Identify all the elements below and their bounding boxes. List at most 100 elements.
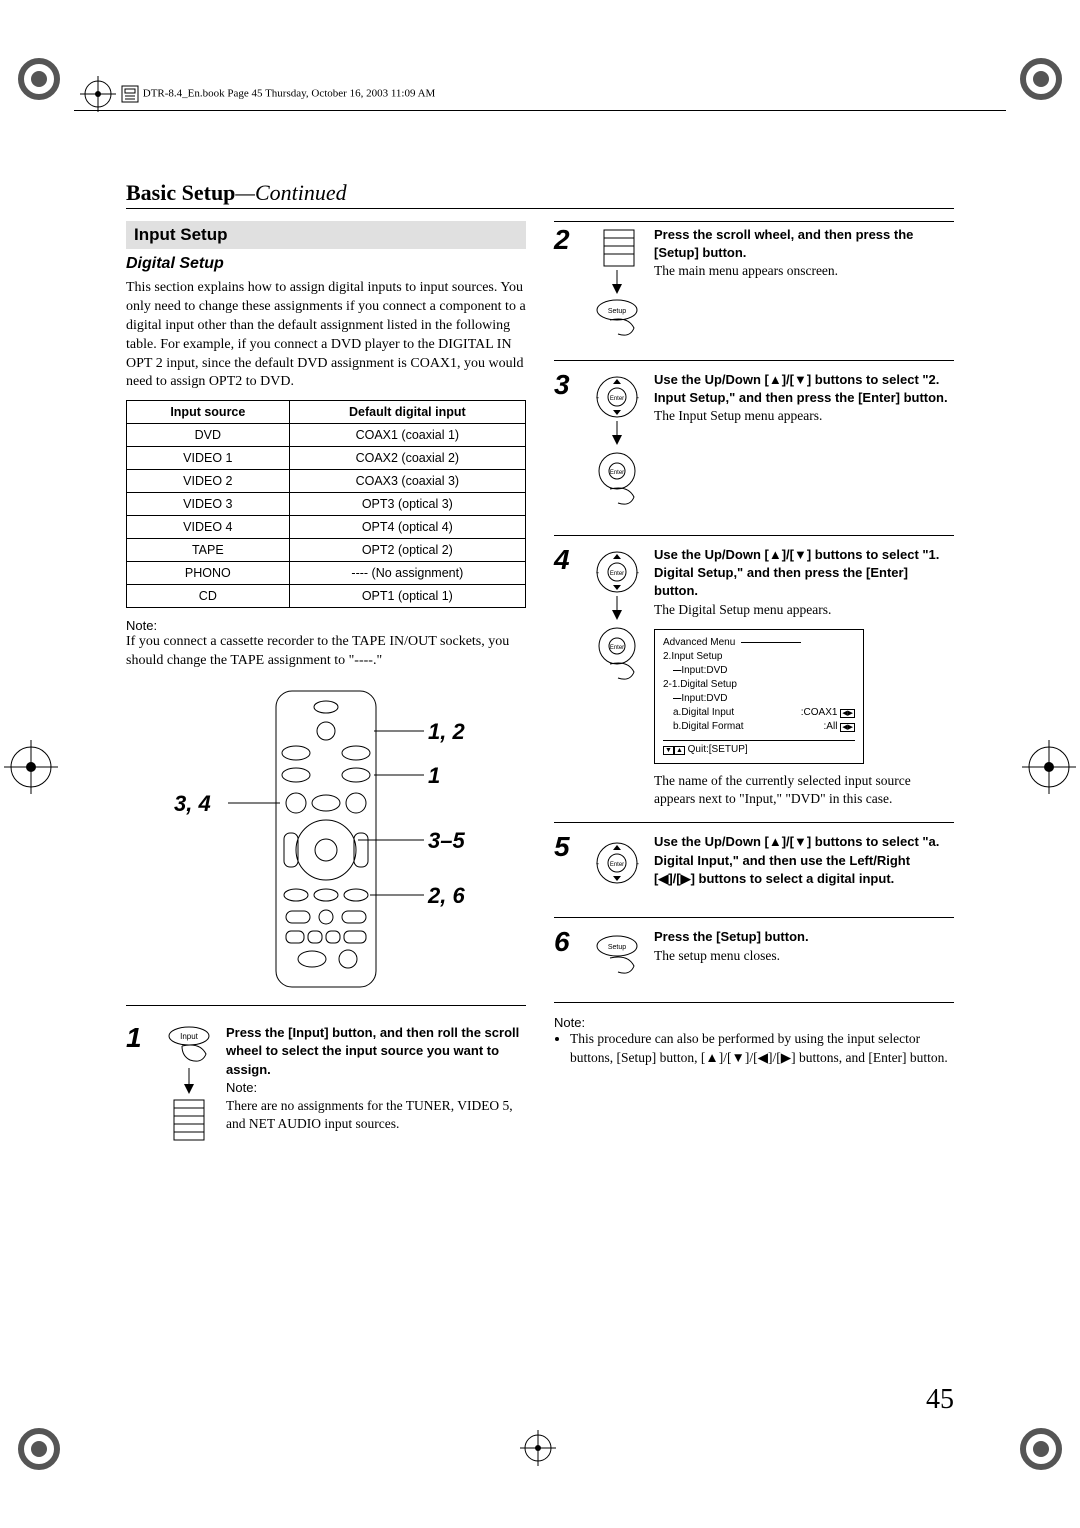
step-4-num: 4 bbox=[554, 546, 580, 808]
step-6-text: Press the [Setup] button. The setup menu… bbox=[654, 928, 954, 988]
page-number: 45 bbox=[926, 1384, 954, 1416]
osm-l3a: a.Digital Input bbox=[673, 706, 734, 720]
step-6-bold: Press the [Setup] button. bbox=[654, 929, 809, 944]
table-row: PHONO---- (No assignment) bbox=[127, 562, 526, 585]
crop-mark-br bbox=[1016, 1424, 1066, 1474]
step-1-icon: Input bbox=[162, 1024, 216, 1144]
note-1: If you connect a cassette recorder to th… bbox=[126, 633, 526, 671]
step-3-text: Use the Up/Down [▲]/[▼] buttons to selec… bbox=[654, 371, 954, 521]
separator bbox=[126, 1005, 526, 1006]
osm-title: Advanced Menu bbox=[663, 637, 735, 648]
table-cell: ---- (No assignment) bbox=[289, 562, 525, 585]
osm-l1: 2.Input Setup bbox=[663, 650, 855, 664]
table-header-default: Default digital input bbox=[289, 401, 525, 424]
table-row: VIDEO 1COAX2 (coaxial 2) bbox=[127, 447, 526, 470]
step-1-num: 1 bbox=[126, 1024, 152, 1144]
crop-mark-tl bbox=[14, 54, 64, 104]
osm-l1b: Input:DVD bbox=[681, 665, 727, 676]
crop-mark-tr bbox=[1016, 54, 1066, 104]
bottom-note-list: This procedure can also be performed by … bbox=[554, 1030, 954, 1066]
remote-diagram: 1, 2 1 3, 4 3–5 2, 6 bbox=[156, 685, 496, 995]
svg-text:-: - bbox=[636, 567, 639, 577]
step-5-icon: Enter - - bbox=[590, 833, 644, 903]
step-4-after: The name of the currently selected input… bbox=[654, 773, 911, 806]
svg-text:-: - bbox=[636, 858, 639, 868]
osm-l2b: Input:DVD bbox=[681, 693, 727, 704]
section-title-suffix: —Continued bbox=[235, 180, 346, 205]
svg-text:-: - bbox=[596, 392, 599, 402]
table-cell: CD bbox=[127, 585, 290, 608]
table-row: TAPEOPT2 (optical 2) bbox=[127, 539, 526, 562]
right-column: 2 Setup Press the scroll bbox=[554, 221, 954, 1158]
osm-l3b: b.Digital Format bbox=[673, 720, 744, 734]
svg-text:Setup: Setup bbox=[608, 944, 626, 951]
digital-setup-heading: Digital Setup bbox=[126, 255, 526, 273]
step-2-text: Press the scroll wheel, and then press t… bbox=[654, 226, 954, 346]
input-setup-heading: Input Setup bbox=[126, 221, 526, 249]
svg-text:Input: Input bbox=[180, 1032, 199, 1041]
step-3-body: The Input Setup menu appears. bbox=[654, 408, 822, 423]
callout-26: 2, 6 bbox=[428, 883, 465, 909]
crop-mark-bl bbox=[14, 1424, 64, 1474]
step-6-icon: Setup bbox=[590, 928, 644, 988]
step-3-bold: Use the Up/Down [▲]/[▼] buttons to selec… bbox=[654, 372, 948, 405]
step-2: 2 Setup Press the scroll bbox=[554, 221, 954, 361]
callout-1: 1 bbox=[428, 763, 440, 789]
reg-target-left bbox=[4, 740, 58, 794]
svg-text:Setup: Setup bbox=[608, 308, 626, 315]
table-cell: TAPE bbox=[127, 539, 290, 562]
onscreen-menu: Advanced Menu 2.Input Setup Input:DVD 2-… bbox=[654, 629, 864, 764]
reg-target-top bbox=[80, 76, 116, 112]
reg-target-right bbox=[1022, 740, 1076, 794]
svg-text:Enter: Enter bbox=[610, 470, 624, 476]
table-row: VIDEO 3OPT3 (optical 3) bbox=[127, 493, 526, 516]
step-6-body: The setup menu closes. bbox=[654, 948, 780, 963]
table-row: CDOPT1 (optical 1) bbox=[127, 585, 526, 608]
print-header-rule bbox=[74, 110, 1006, 111]
table-cell: COAX3 (coaxial 3) bbox=[289, 470, 525, 493]
step-5-text: Use the Up/Down [▲]/[▼] buttons to selec… bbox=[654, 833, 954, 903]
section-title-main: Basic Setup bbox=[126, 180, 235, 205]
step-2-num: 2 bbox=[554, 226, 580, 346]
svg-text:Enter: Enter bbox=[610, 396, 624, 402]
callout-12: 1, 2 bbox=[428, 719, 465, 745]
osm-l2: 2-1.Digital Setup bbox=[663, 678, 855, 692]
reg-target-bottom bbox=[520, 1430, 556, 1466]
table-cell: VIDEO 3 bbox=[127, 493, 290, 516]
table-cell: COAX2 (coaxial 2) bbox=[289, 447, 525, 470]
bottom-note: This procedure can also be performed by … bbox=[570, 1030, 954, 1066]
table-row: DVDCOAX1 (coaxial 1) bbox=[127, 424, 526, 447]
table-cell: OPT3 (optical 3) bbox=[289, 493, 525, 516]
table-cell: VIDEO 1 bbox=[127, 447, 290, 470]
step-6-num: 6 bbox=[554, 928, 580, 988]
step-4: 4 Enter -- Enter bbox=[554, 536, 954, 823]
step-4-body: The Digital Setup menu appears. bbox=[654, 602, 831, 617]
step-6: 6 Setup Press the [Setup] button. The se… bbox=[554, 918, 954, 1003]
table-header-source: Input source bbox=[127, 401, 290, 424]
step-1-body: There are no assignments for the TUNER, … bbox=[226, 1098, 513, 1131]
table-cell: OPT4 (optical 4) bbox=[289, 516, 525, 539]
table-cell: OPT1 (optical 1) bbox=[289, 585, 525, 608]
osm-footer: Quit:[SETUP] bbox=[688, 744, 748, 755]
step-4-text: Use the Up/Down [▲]/[▼] buttons to selec… bbox=[654, 546, 954, 808]
page-content: Basic Setup—Continued Input Setup Digita… bbox=[126, 180, 954, 1380]
svg-text:Enter: Enter bbox=[610, 862, 624, 868]
svg-text:-: - bbox=[596, 567, 599, 577]
print-header: DTR-8.4_En.book Page 45 Thursday, Octobe… bbox=[120, 84, 435, 104]
step-3-num: 3 bbox=[554, 371, 580, 521]
bottom-note-label: Note: bbox=[554, 1015, 954, 1030]
note-label-1: Note: bbox=[126, 618, 526, 633]
table-cell: VIDEO 4 bbox=[127, 516, 290, 539]
step-2-icon: Setup bbox=[590, 226, 644, 346]
step-2-bold: Press the scroll wheel, and then press t… bbox=[654, 227, 913, 260]
step-4-icon: Enter -- Enter bbox=[590, 546, 644, 808]
step-5-num: 5 bbox=[554, 833, 580, 903]
svg-text:-: - bbox=[636, 392, 639, 402]
print-header-text: DTR-8.4_En.book Page 45 Thursday, Octobe… bbox=[143, 88, 436, 100]
step-3: 3 Enter - - Enter bbox=[554, 361, 954, 536]
digital-input-table: Input source Default digital input DVDCO… bbox=[126, 400, 526, 608]
table-cell: COAX1 (coaxial 1) bbox=[289, 424, 525, 447]
svg-text:-: - bbox=[596, 858, 599, 868]
callout-35: 3–5 bbox=[428, 828, 465, 854]
svg-text:Enter: Enter bbox=[610, 571, 624, 577]
